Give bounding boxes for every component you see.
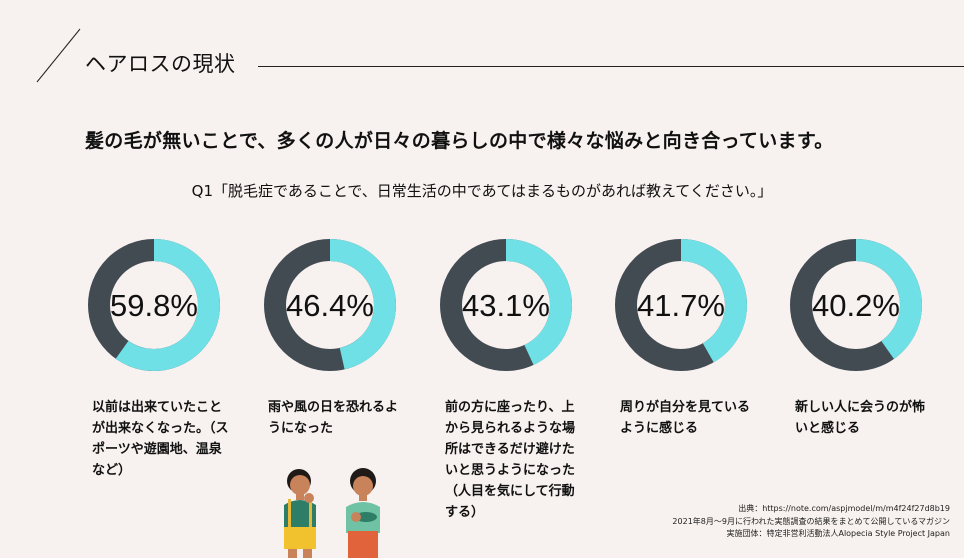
donut-chart-4: 41.7% [615, 239, 747, 371]
decorative-slash [36, 28, 81, 83]
caption-5: 新しい人に会うのが怖いと感じる [795, 400, 926, 436]
donut-chart-3: 43.1% [440, 239, 572, 371]
donut-value-label-1: 59.8% [110, 288, 198, 323]
donut-value-label-5: 40.2% [812, 288, 900, 323]
source-description: 2021年8月〜9月に行われた実態調査の結果をまとめて公開しているマガジン [672, 516, 950, 526]
caption-4: 周りが自分を見ているように感じる [620, 400, 751, 436]
donut-value-label-2: 46.4% [286, 288, 374, 323]
child-worried-illustration [346, 468, 380, 558]
source-url: 出典：https://note.com/aspjmodel/m/m4f24f27… [738, 504, 950, 513]
donut-slice-4 [615, 239, 747, 371]
source-organization: 実施団体：特定非営利活動法人Alopecia Style Project Jap… [726, 529, 950, 538]
donut-slice-2 [264, 239, 396, 371]
headline: 髪の毛が無いことで、多くの人が日々の暮らしの中で様々な悩みと向き合っています。 [85, 130, 834, 152]
section-title: ヘアロスの現状 [85, 52, 236, 76]
donut-value-label-3: 43.1% [462, 288, 550, 323]
caption-2: 雨や風の日を恐れるようになった [268, 400, 399, 436]
donut-charts: 59.8% 46.4% 43.1% 41.7% 40.2% [88, 239, 922, 371]
donut-chart-5: 40.2% [790, 239, 922, 371]
header-divider [258, 66, 964, 67]
donut-slice-3 [440, 239, 572, 371]
kids-illustration [284, 468, 380, 558]
child-thinking-illustration [284, 469, 316, 558]
source-credit: 出典：https://note.com/aspjmodel/m/m4f24f27… [672, 503, 950, 541]
donut-chart-2: 46.4% [264, 239, 396, 371]
donut-slice-1 [88, 239, 220, 371]
donut-value-label-4: 41.7% [637, 288, 725, 323]
survey-question: Q1「脱毛症であることで、日常生活の中であてはまるものがあれば教えてください。」 [191, 182, 773, 200]
donut-chart-1: 59.8% [88, 239, 220, 371]
caption-1: 以前は出来ていたことが出来なくなった。（スポーツや遊園地、温泉など） [92, 400, 229, 478]
donut-slice-5 [790, 239, 922, 371]
caption-3: 前の方に座ったり、上から見られるような場所はできるだけ避けたいと思うようになった… [445, 400, 576, 520]
